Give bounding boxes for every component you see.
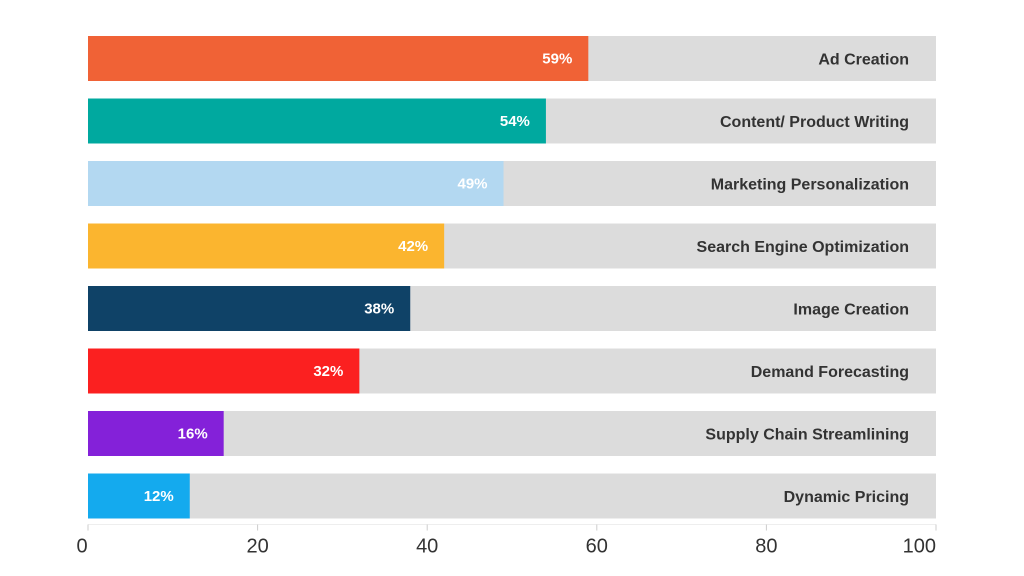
bar xyxy=(88,411,224,456)
category-label: Supply Chain Streamlining xyxy=(705,427,909,444)
x-axis: 0 20 40 60 80 100 xyxy=(76,524,937,558)
bar-track xyxy=(88,411,936,456)
x-tick-label: 100 xyxy=(903,536,936,558)
category-label: Marketing Personalization xyxy=(711,177,909,194)
category-label: Ad Creation xyxy=(818,52,909,69)
category-label: Search Engine Optimization xyxy=(697,239,909,256)
bar-track xyxy=(88,473,936,519)
category-labels: Ad Creation Content/ Product Writing Marke… xyxy=(697,52,909,507)
x-tick-label: 20 xyxy=(246,536,268,558)
bar xyxy=(88,286,411,331)
bar-value-label: 49% xyxy=(457,176,487,193)
category-label: Content/ Product Writing xyxy=(720,114,909,131)
x-tick-label: 60 xyxy=(586,536,608,558)
bars xyxy=(88,36,589,519)
bar-value-label: 32% xyxy=(313,363,343,380)
x-tick-label: 0 xyxy=(76,536,87,558)
category-label: Image Creation xyxy=(793,302,909,319)
category-label: Demand Forecasting xyxy=(751,364,909,381)
bar-value-label: 16% xyxy=(178,426,208,443)
bar-value-label: 12% xyxy=(144,488,174,505)
bar xyxy=(88,348,360,394)
category-label: Dynamic Pricing xyxy=(784,489,909,506)
bar xyxy=(88,36,589,81)
bar xyxy=(88,223,445,269)
bar-value-label: 42% xyxy=(398,238,428,255)
bar xyxy=(88,98,546,144)
bar xyxy=(88,161,504,206)
x-tick-label: 40 xyxy=(416,536,438,558)
bar-value-label: 54% xyxy=(500,113,530,130)
bar xyxy=(88,473,190,519)
value-labels: 59% 54% 49% 42% 38% 32% 16% 12% xyxy=(144,51,573,506)
x-tick-label: 80 xyxy=(755,536,777,558)
bar-value-label: 59% xyxy=(542,51,572,68)
bar-value-label: 38% xyxy=(364,301,394,318)
